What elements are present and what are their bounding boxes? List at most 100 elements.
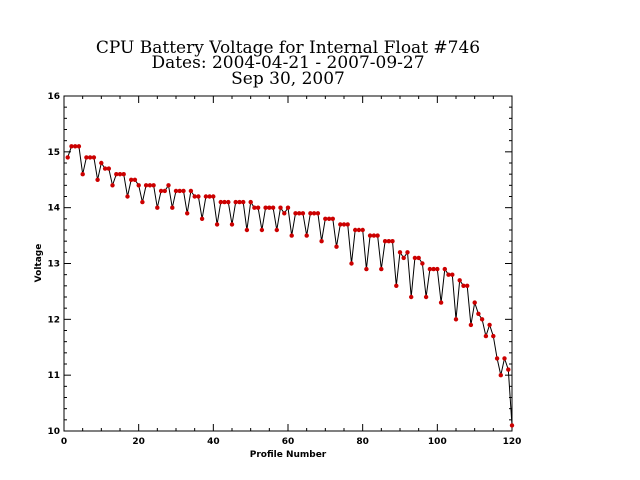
voltage-point	[442, 266, 447, 272]
voltage-point	[356, 227, 362, 233]
voltage-point	[498, 373, 503, 378]
voltage-point	[457, 278, 462, 283]
voltage-point	[435, 266, 440, 272]
voltage-point	[386, 239, 391, 244]
chart-title-line-1: CPU Battery Voltage for Internal Float #…	[96, 38, 480, 58]
voltage-point	[226, 199, 231, 205]
voltage-point	[472, 300, 477, 305]
voltage-point	[397, 250, 403, 255]
voltage-point	[248, 199, 253, 205]
voltage-point	[323, 216, 328, 221]
voltage-point	[222, 199, 227, 205]
voltage-point	[241, 199, 246, 205]
voltage-point	[65, 155, 70, 160]
voltage-point	[95, 177, 100, 182]
voltage-point	[237, 199, 242, 205]
voltage-point	[438, 300, 444, 305]
y-axis: 10 11 12 13 14 15 16	[47, 92, 512, 437]
voltage-point	[326, 216, 332, 221]
voltage-point	[349, 261, 354, 266]
voltage-point	[431, 266, 436, 272]
voltage-point	[155, 205, 160, 210]
voltage-point	[465, 283, 470, 288]
voltage-point	[267, 205, 272, 210]
voltage-point	[367, 233, 373, 238]
voltage-point	[207, 194, 212, 199]
x-axis: 0 20 40 60 80 100 120	[61, 96, 521, 447]
y-tick-label: 13	[47, 260, 60, 270]
voltage-point	[394, 283, 399, 288]
voltage-point	[506, 367, 511, 372]
voltage-point	[423, 294, 429, 300]
voltage-point	[166, 183, 171, 188]
voltage-point	[360, 227, 365, 233]
y-tick-label: 11	[47, 371, 60, 381]
voltage-point	[140, 199, 145, 205]
voltage-point	[199, 216, 205, 221]
voltage-point	[263, 205, 268, 210]
voltage-point	[304, 233, 309, 238]
x-tick-label: 60	[282, 437, 295, 447]
voltage-point	[143, 183, 149, 188]
voltage-point	[405, 250, 410, 255]
voltage-point	[319, 239, 324, 244]
voltage-point	[84, 155, 89, 160]
y-tick-label: 12	[47, 315, 60, 325]
voltage-point	[173, 188, 179, 194]
voltage-point	[483, 333, 489, 339]
voltage-point	[390, 239, 395, 244]
voltage-point	[416, 255, 421, 261]
voltage-point	[509, 423, 515, 428]
voltage-point	[129, 177, 134, 182]
voltage-point	[420, 261, 425, 266]
voltage-point	[338, 222, 343, 227]
voltage-point	[274, 227, 279, 233]
plot-frame	[63, 95, 513, 432]
voltage-point	[285, 205, 291, 210]
voltage-point	[453, 317, 459, 322]
voltage-point	[76, 144, 82, 149]
voltage-point	[125, 194, 130, 199]
voltage-point	[364, 266, 369, 272]
voltage-point	[147, 183, 153, 188]
y-tick-label: 16	[47, 92, 60, 102]
x-tick-label: 40	[207, 437, 220, 447]
y-tick-label: 10	[47, 427, 60, 437]
voltage-point	[214, 222, 220, 227]
voltage-point	[375, 233, 380, 238]
voltage-point	[233, 199, 238, 205]
voltage-point	[311, 211, 317, 216]
voltage-point	[259, 227, 265, 233]
voltage-point	[110, 183, 115, 188]
voltage-line	[67, 145, 513, 426]
voltage-point	[244, 227, 250, 233]
voltage-point	[151, 183, 156, 188]
voltage-point	[293, 211, 298, 216]
voltage-point	[341, 222, 347, 227]
voltage-point	[117, 172, 123, 177]
voltage-point	[289, 233, 294, 238]
voltage-point	[479, 317, 485, 322]
voltage-point	[382, 239, 388, 244]
x-tick-label: 80	[356, 437, 369, 447]
voltage-point	[106, 166, 112, 171]
voltage-point	[315, 211, 321, 216]
voltage-point	[330, 216, 335, 221]
voltage-point	[188, 188, 194, 194]
voltage-point	[476, 311, 481, 316]
voltage-point	[229, 222, 235, 227]
voltage-point	[73, 144, 78, 149]
voltage-point	[270, 205, 276, 210]
voltage-point	[69, 144, 74, 149]
voltage-point	[297, 211, 302, 216]
chart-title-line-2: Dates: 2004-04-21 - 2007-09-27	[151, 53, 424, 73]
voltage-point	[446, 272, 451, 277]
voltage-point	[203, 194, 209, 199]
voltage-point	[487, 322, 492, 328]
voltage-point	[491, 333, 496, 339]
voltage-point	[80, 172, 85, 177]
voltage-point	[308, 211, 313, 216]
voltage-point	[177, 188, 182, 194]
voltage-point	[87, 155, 93, 160]
